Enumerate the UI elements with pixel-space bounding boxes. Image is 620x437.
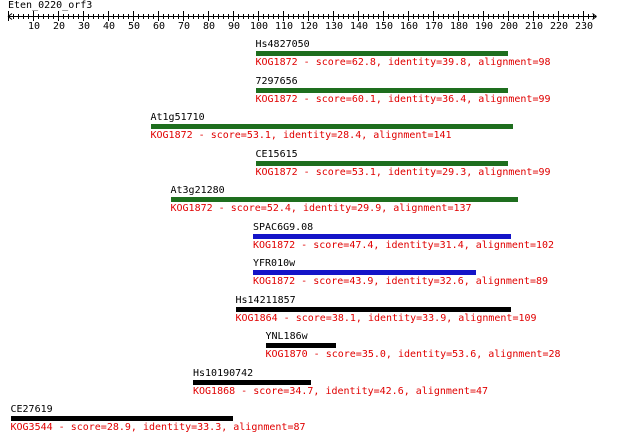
hit-alignment-bar[interactable] [170, 197, 518, 202]
hit-alignment-bar[interactable] [235, 306, 511, 312]
ruler-tick-label: 100 [249, 21, 269, 32]
query-title: Eten_0220_orf3 [8, 0, 93, 11]
hit-alignment-bar[interactable] [255, 51, 508, 56]
ruler-tick-label: 200 [499, 21, 519, 32]
ruler-tick-label: 170 [424, 21, 444, 32]
hit-description-link[interactable]: KOG1868 - score=34.7, identity=42.6, ali… [193, 385, 489, 397]
hit-alignment-bar[interactable] [253, 233, 511, 239]
ruler-tick-label: 110 [274, 21, 294, 32]
hit-description-link[interactable]: KOG1872 - score=53.1, identity=28.4, ali… [150, 130, 452, 141]
hit-description-link[interactable]: KOG1872 - score=53.1, identity=29.3, ali… [255, 166, 551, 178]
hit-alignment-bar[interactable] [265, 343, 336, 348]
ruler-tick-label: 160 [399, 21, 419, 32]
hit-name: Hs10190742 [193, 367, 254, 379]
hit-name: 7297656 [255, 75, 298, 87]
hit-description-link[interactable]: KOG1872 - score=43.9, identity=32.6, ali… [253, 276, 549, 287]
hit-alignment-bar[interactable] [150, 124, 513, 129]
hit-description-link[interactable]: KOG1872 - score=52.4, identity=29.9, ali… [170, 203, 472, 214]
ruler-tick-label: 220 [549, 21, 569, 32]
ruler-tick-label: 80 [202, 21, 216, 32]
hit-description-link[interactable]: KOG1872 - score=62.8, identity=39.8, ali… [255, 57, 551, 68]
hit-description-link[interactable]: KOG1864 - score=38.1, identity=33.9, ali… [235, 312, 537, 324]
ruler-tick-label: 120 [299, 21, 319, 32]
hit-description-link[interactable]: KOG1872 - score=47.4, identity=31.4, ali… [253, 239, 555, 251]
ruler-tick-label: 50 [127, 21, 141, 32]
hit-alignment-bar[interactable] [255, 160, 508, 166]
hit-alignment-bar[interactable] [10, 416, 233, 421]
ruler-tick-label: 180 [449, 21, 469, 32]
hit-name: At1g51710 [150, 112, 205, 123]
ruler-tick-label: 140 [349, 21, 369, 32]
hit-alignment-bar[interactable] [255, 87, 508, 93]
hit-name: At3g21280 [170, 185, 225, 196]
ruler-tick-label: 30 [77, 21, 91, 32]
hit-name: Hs4827050 [255, 39, 310, 50]
hit-name: YFR010w [253, 258, 296, 269]
sequence-ruler [7, 11, 597, 21]
hit-description-link[interactable]: KOG1870 - score=35.0, identity=53.6, ali… [265, 349, 561, 360]
hit-name: CE27619 [10, 404, 53, 415]
hit-description-link[interactable]: KOG1872 - score=60.1, identity=36.4, ali… [255, 93, 551, 105]
ruler-tick-label: 60 [152, 21, 166, 32]
hit-alignment-bar[interactable] [193, 379, 311, 385]
ruler-tick-label: 230 [574, 21, 594, 32]
hit-name: YNL186w [265, 331, 308, 342]
ruler-tick-label: 10 [27, 21, 41, 32]
ruler-tick-label: 150 [374, 21, 394, 32]
hit-alignment-bar[interactable] [253, 270, 476, 275]
ruler-tick-label: 20 [52, 21, 66, 32]
ruler-tick-label: 70 [177, 21, 191, 32]
ruler-tick-label: 210 [524, 21, 544, 32]
hit-name: SPAC6G9.08 [253, 221, 314, 233]
ruler-tick-label: 40 [102, 21, 116, 32]
hit-name: Hs14211857 [235, 294, 296, 306]
ruler-tick-label: 90 [227, 21, 241, 32]
ruler-tick-label: 190 [474, 21, 494, 32]
hit-description-link[interactable]: KOG3544 - score=28.9, identity=33.3, ali… [10, 422, 306, 433]
hit-name: CE15615 [255, 148, 298, 160]
ruler-tick-label: 130 [324, 21, 344, 32]
